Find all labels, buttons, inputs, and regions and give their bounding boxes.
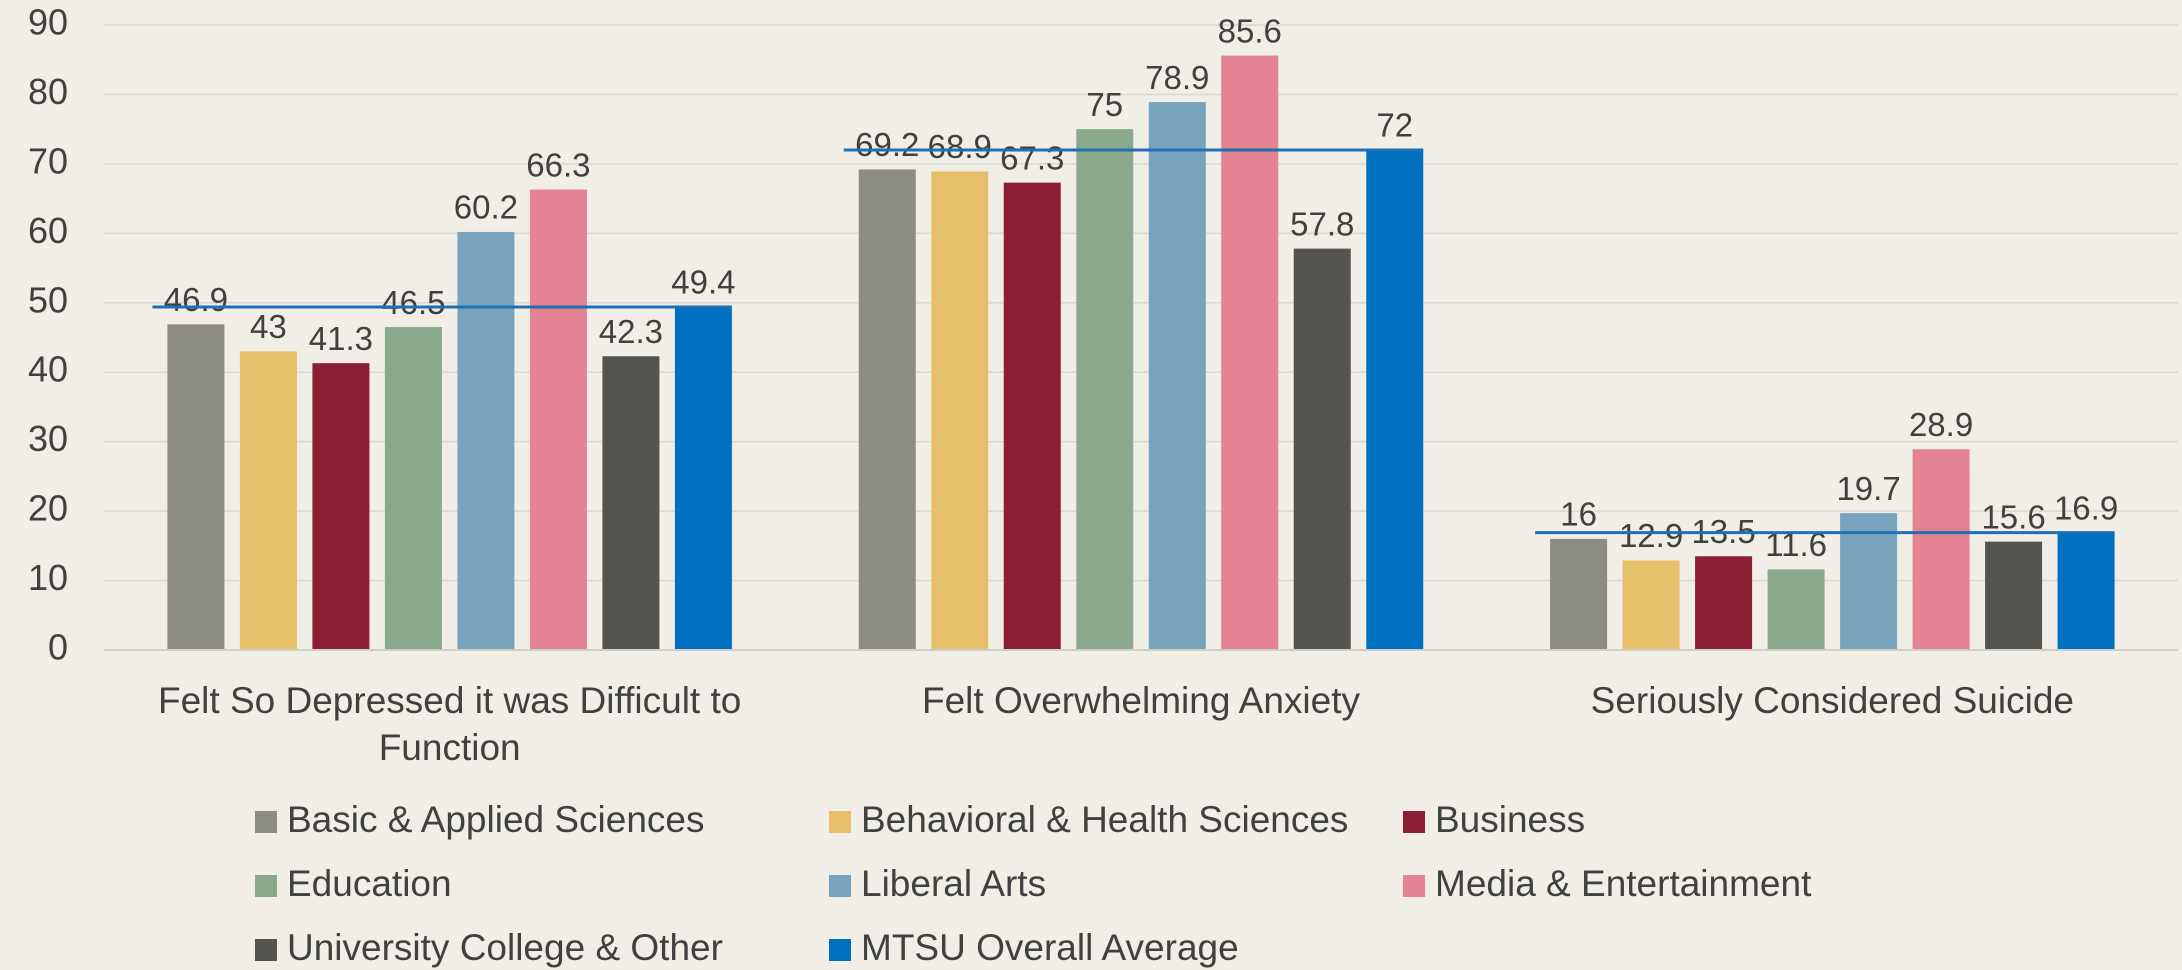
x-tick-label: Seriously Considered Suicide xyxy=(1591,680,2074,721)
data-label: 16.9 xyxy=(2054,489,2118,526)
legend-swatch xyxy=(829,939,851,961)
legend-swatch xyxy=(1403,875,1425,897)
bar xyxy=(529,189,587,651)
legend-swatch xyxy=(255,811,277,833)
legend-label: University College & Other xyxy=(287,927,723,968)
data-label: 66.3 xyxy=(526,146,590,183)
data-label: 72 xyxy=(1376,107,1413,144)
legend-label: Liberal Arts xyxy=(861,863,1046,904)
data-label: 42.3 xyxy=(599,313,663,350)
bar xyxy=(1148,102,1206,651)
data-label: 69.2 xyxy=(855,126,919,163)
bar xyxy=(2057,532,2115,650)
data-label: 57.8 xyxy=(1290,205,1354,242)
bar xyxy=(1221,55,1279,651)
data-label: 43 xyxy=(250,308,287,345)
bar xyxy=(1622,560,1680,650)
data-label: 49.4 xyxy=(671,264,735,301)
data-label: 19.7 xyxy=(1836,470,1900,507)
legend-swatch xyxy=(255,875,277,897)
legend-swatch xyxy=(829,811,851,833)
y-tick-label: 70 xyxy=(28,140,68,181)
y-tick-label: 60 xyxy=(28,210,68,251)
legend-swatch xyxy=(829,875,851,897)
legend-label: Education xyxy=(287,863,452,904)
bar xyxy=(167,324,225,650)
y-tick-label: 30 xyxy=(28,418,68,459)
y-tick-label: 40 xyxy=(28,349,68,390)
data-label: 68.9 xyxy=(928,128,992,165)
bar xyxy=(1695,556,1753,650)
y-tick-label: 80 xyxy=(28,71,68,112)
bar xyxy=(602,356,660,650)
bar xyxy=(1840,513,1898,650)
legend-label: Business xyxy=(1435,799,1585,840)
data-label: 46.9 xyxy=(164,281,228,318)
y-tick-label: 50 xyxy=(28,279,68,320)
bar xyxy=(1550,538,1608,650)
bar xyxy=(931,171,989,650)
data-label: 16 xyxy=(1560,496,1597,533)
x-tick-label: Felt Overwhelming Anxiety xyxy=(922,680,1361,721)
bar xyxy=(312,363,370,650)
bar xyxy=(384,327,442,650)
data-label: 67.3 xyxy=(1000,139,1064,176)
data-label: 15.6 xyxy=(1981,498,2045,535)
data-label: 75 xyxy=(1086,86,1123,123)
bar xyxy=(457,231,515,650)
data-label: 12.9 xyxy=(1619,517,1683,554)
y-tick-label: 90 xyxy=(28,2,68,43)
data-label: 85.6 xyxy=(1218,12,1282,49)
data-label: 60.2 xyxy=(454,189,518,226)
legend-swatch xyxy=(1403,811,1425,833)
bar xyxy=(239,351,297,650)
bar xyxy=(1076,129,1134,650)
bar xyxy=(858,169,916,650)
x-tick-label: Felt So Depressed it was Difficult to Fun… xyxy=(158,680,741,768)
y-tick-label: 0 xyxy=(48,627,68,668)
legend-label: MTSU Overall Average xyxy=(861,927,1239,968)
legend-label: Behavioral & Health Sciences xyxy=(861,799,1348,840)
bar xyxy=(674,306,732,650)
bar xyxy=(1366,150,1424,650)
legend-label: Media & Entertainment xyxy=(1435,863,1812,904)
legend-swatch xyxy=(255,939,277,961)
data-label: 46.5 xyxy=(381,284,445,321)
bar xyxy=(1767,569,1825,650)
y-tick-label: 10 xyxy=(28,557,68,598)
bar xyxy=(1985,541,2043,650)
data-label: 41.3 xyxy=(309,320,373,357)
bar xyxy=(1003,182,1061,650)
legend-label: Basic & Applied Sciences xyxy=(287,799,705,840)
data-label: 28.9 xyxy=(1909,406,1973,443)
y-tick-label: 20 xyxy=(28,488,68,529)
bar xyxy=(1293,248,1351,650)
bar xyxy=(1912,449,1970,650)
data-label: 78.9 xyxy=(1145,59,1209,96)
